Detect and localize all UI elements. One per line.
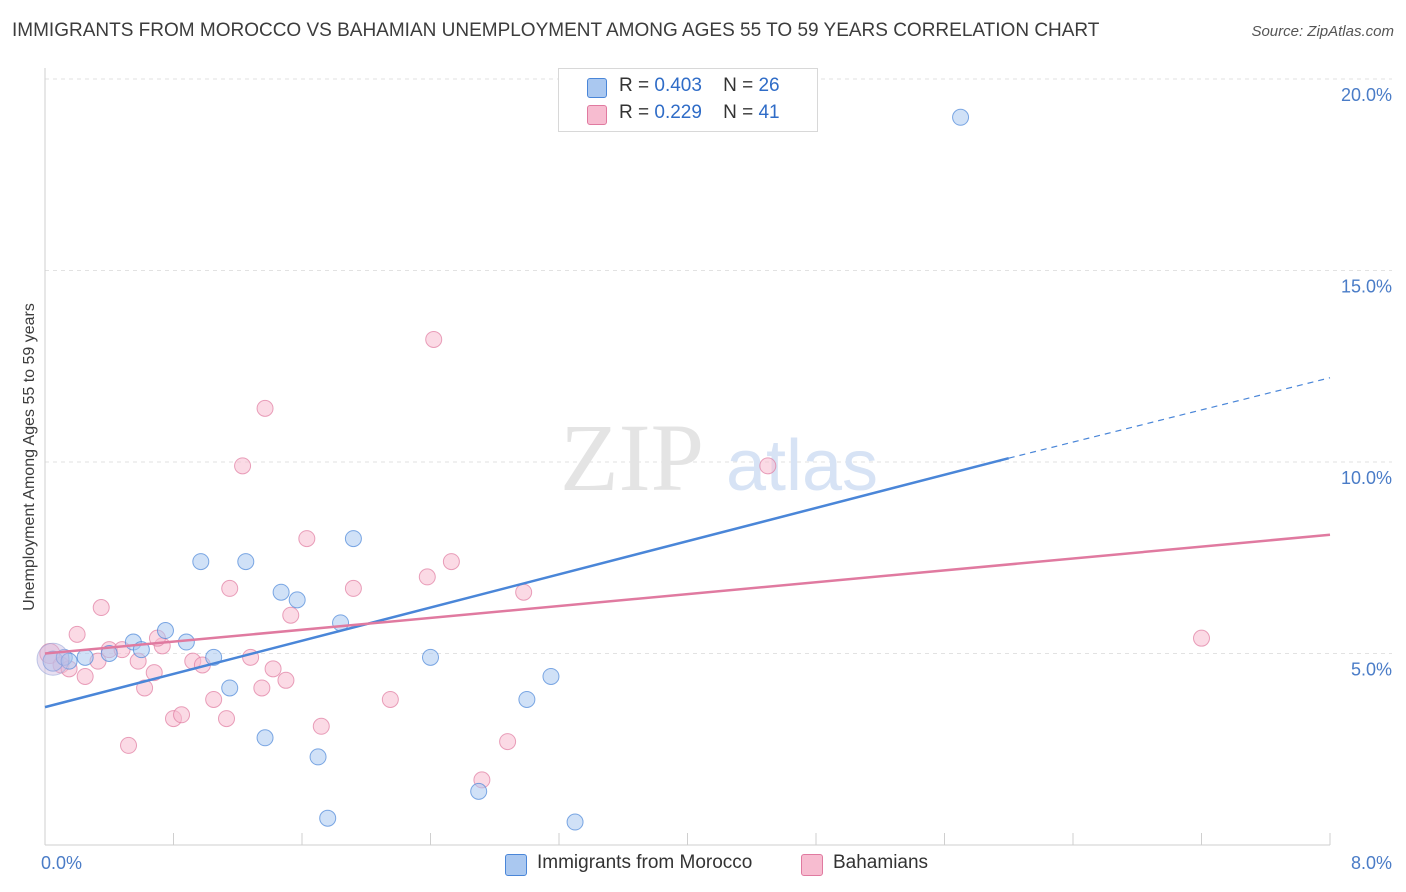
legend-n-label: N = — [723, 102, 754, 123]
y-tick-labels: 5.0% 10.0% 15.0% 20.0% — [1341, 85, 1392, 680]
data-point — [566, 813, 584, 831]
data-point — [344, 530, 362, 548]
data-point — [518, 690, 536, 708]
trend-line-bahamians — [44, 533, 1331, 655]
data-point — [288, 591, 306, 609]
legend-r-value-bahamians: 0.229 — [654, 102, 702, 123]
data-point — [221, 579, 239, 597]
trend-line-morocco-extension — [1008, 377, 1331, 459]
data-point — [218, 710, 236, 728]
y-tick-label: 15.0% — [1341, 277, 1392, 297]
stats-legend: R = 0.403 N = 26 R = 0.229 N = 41 — [558, 68, 818, 132]
data-point — [253, 679, 271, 697]
watermark-atlas: atlas — [726, 426, 878, 506]
data-point — [282, 606, 300, 624]
data-point — [499, 733, 517, 751]
legend-n-value-bahamians: 41 — [758, 102, 780, 123]
data-point — [515, 583, 533, 601]
trend-lines — [44, 377, 1331, 709]
data-point — [256, 399, 274, 417]
data-point — [442, 553, 460, 571]
data-point — [192, 553, 210, 571]
trend-line-morocco — [44, 456, 1010, 709]
legend-r-value-morocco: 0.403 — [654, 75, 702, 96]
legend-n-label: N = — [723, 75, 754, 96]
data-point — [120, 736, 138, 754]
data-point — [418, 568, 436, 586]
data-point — [205, 690, 223, 708]
data-point — [952, 108, 970, 126]
bottom-legend-label-bahamians: Bahamians — [833, 852, 929, 873]
y-tick-label: 10.0% — [1341, 468, 1392, 488]
data-point — [309, 748, 327, 766]
chart-title: IMMIGRANTS FROM MOROCCO VS BAHAMIAN UNEM… — [12, 20, 1100, 41]
bottom-legend-swatch-morocco — [505, 854, 527, 876]
data-point — [277, 671, 295, 689]
y-axis-label: Unemployment Among Ages 55 to 59 years — [21, 303, 38, 611]
data-point — [256, 729, 274, 747]
data-point — [234, 457, 252, 475]
data-point — [68, 625, 86, 643]
data-point — [237, 553, 255, 571]
data-point — [173, 706, 191, 724]
data-point — [312, 717, 330, 735]
bottom-legend-label-morocco: Immigrants from Morocco — [537, 852, 753, 873]
x-tick-label: 0.0% — [41, 853, 82, 873]
data-point — [422, 648, 439, 666]
data-point — [221, 679, 239, 697]
data-point — [272, 583, 290, 601]
data-point — [92, 599, 110, 617]
legend-swatch-morocco — [587, 78, 607, 98]
legend-r-label: R = — [619, 75, 650, 96]
axes — [44, 68, 1331, 846]
data-point — [759, 457, 777, 475]
legend-swatch-bahamians — [587, 105, 607, 125]
data-point — [76, 667, 94, 685]
x-tick-label: 8.0% — [1351, 853, 1392, 873]
data-point — [319, 809, 337, 827]
data-points — [36, 108, 1210, 831]
data-point — [470, 782, 488, 800]
data-point — [100, 645, 118, 662]
data-point — [136, 679, 154, 697]
data-point — [344, 579, 362, 597]
data-point — [76, 648, 94, 666]
watermark: ZIP atlas — [560, 404, 878, 511]
data-point — [1193, 629, 1210, 647]
bottom-legend-swatch-bahamians — [801, 854, 823, 876]
data-point — [264, 660, 282, 678]
data-point — [156, 622, 174, 640]
y-tick-label: 20.0% — [1341, 85, 1392, 105]
data-point — [542, 667, 560, 685]
data-point — [298, 530, 316, 548]
data-point — [425, 330, 443, 348]
data-point — [36, 642, 70, 676]
x-tick-labels: 0.0% 8.0% — [41, 853, 1392, 873]
data-point — [381, 690, 399, 708]
y-tick-label: 5.0% — [1351, 660, 1392, 680]
legend-n-value-morocco: 26 — [758, 75, 780, 96]
source-credit: Source: ZipAtlas.com — [1251, 23, 1394, 40]
watermark-zip: ZIP — [560, 404, 704, 511]
legend-r-label: R = — [619, 102, 650, 123]
